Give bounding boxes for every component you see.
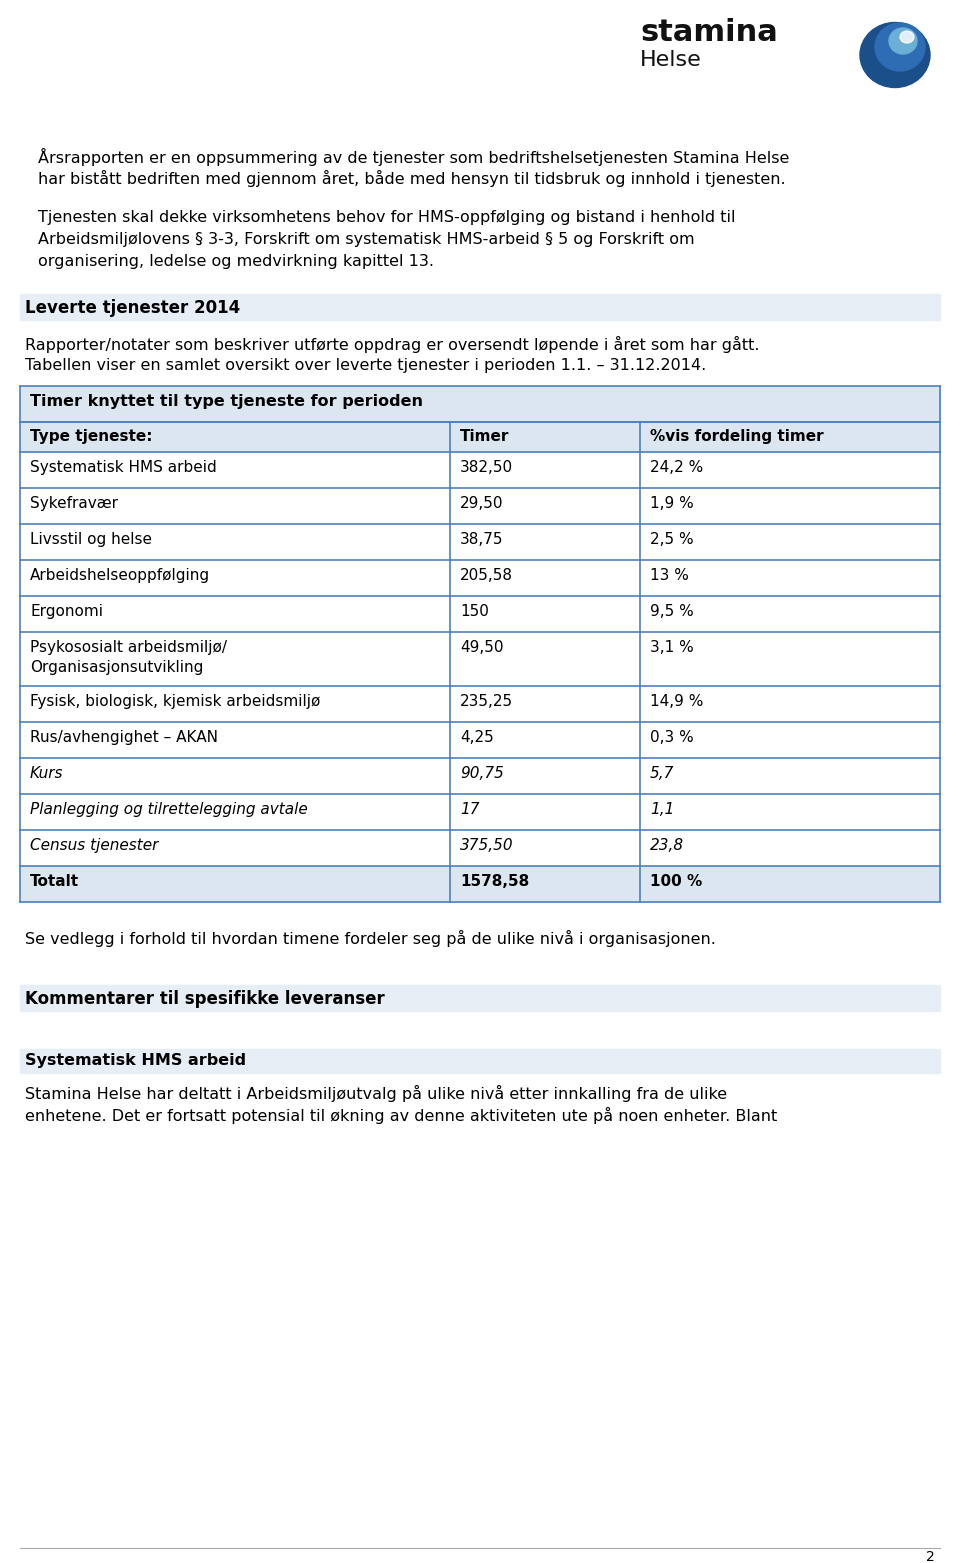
Text: 5,7: 5,7 [650,766,674,782]
Text: 3,1 %: 3,1 % [650,639,694,655]
Text: Kommentarer til spesifikke leveranser: Kommentarer til spesifikke leveranser [25,989,385,1008]
Text: Timer: Timer [460,428,510,444]
Text: Tabellen viser en samlet oversikt over leverte tjenester i perioden 1.1. – 31.12: Tabellen viser en samlet oversikt over l… [25,358,707,374]
Text: 2: 2 [926,1550,935,1563]
Text: 100 %: 100 % [650,874,703,889]
Text: 24,2 %: 24,2 % [650,460,704,475]
Bar [20,386,940,422]
Text: Census tjenester: Census tjenester [30,838,158,853]
Text: Rapporter/notater som beskriver utførte oppdrag er oversendt løpende i året som : Rapporter/notater som beskriver utførte … [25,336,759,353]
Text: 13 %: 13 % [650,567,689,583]
Text: Sykefravær: Sykefravær [30,495,118,511]
Text: 14,9 %: 14,9 % [650,694,704,710]
Text: 4,25: 4,25 [460,730,493,746]
Text: Arbeidshelseoppfølging: Arbeidshelseoppfølging [30,567,210,583]
Text: Systematisk HMS arbeid: Systematisk HMS arbeid [30,460,217,475]
Text: 235,25: 235,25 [460,694,514,710]
Text: Leverte tjenester 2014: Leverte tjenester 2014 [25,299,240,317]
Bar [20,294,940,320]
Text: enhetene. Det er fortsatt potensial til økning av denne aktiviteten ute på noen : enhetene. Det er fortsatt potensial til … [25,1107,778,1124]
Text: 0,3 %: 0,3 % [650,730,694,746]
Text: Ergonomi: Ergonomi [30,603,103,619]
Text: organisering, ledelse og medvirkning kapittel 13.: organisering, ledelse og medvirkning kap… [38,255,434,269]
Text: stamina: stamina [640,19,778,47]
Text: Timer knyttet til type tjeneste for perioden: Timer knyttet til type tjeneste for peri… [30,394,423,410]
Text: 375,50: 375,50 [460,838,514,853]
Text: Kurs: Kurs [30,766,63,782]
Text: 1,9 %: 1,9 % [650,495,694,511]
Text: Årsrapporten er en oppsummering av de tjenester som bedriftshelsetjenesten Stami: Årsrapporten er en oppsummering av de tj… [38,148,789,166]
Text: Tjenesten skal dekke virksomhetens behov for HMS-oppfølging og bistand i henhold: Tjenesten skal dekke virksomhetens behov… [38,209,735,225]
Text: Type tjeneste:: Type tjeneste: [30,428,153,444]
Ellipse shape [889,28,917,55]
Text: 150: 150 [460,603,489,619]
Ellipse shape [900,31,914,44]
Text: 17: 17 [460,802,479,817]
Ellipse shape [875,23,925,70]
Text: 38,75: 38,75 [460,531,503,547]
Text: 23,8: 23,8 [650,838,684,853]
Bar [20,422,940,452]
Text: Livsstil og helse: Livsstil og helse [30,531,152,547]
Text: 90,75: 90,75 [460,766,504,782]
Text: Rus/avhengighet – AKAN: Rus/avhengighet – AKAN [30,730,218,746]
Text: 1,1: 1,1 [650,802,674,817]
Text: 49,50: 49,50 [460,639,503,655]
Text: Planlegging og tilrettelegging avtale: Planlegging og tilrettelegging avtale [30,802,308,817]
Text: Arbeidsmiljølovens § 3-3, Forskrift om systematisk HMS-arbeid § 5 og Forskrift o: Arbeidsmiljølovens § 3-3, Forskrift om s… [38,231,695,247]
Ellipse shape [860,22,930,88]
Text: 2,5 %: 2,5 % [650,531,694,547]
Text: Stamina Helse har deltatt i Arbeidsmiljøutvalg på ulike nivå etter innkalling fr: Stamina Helse har deltatt i Arbeidsmiljø… [25,1085,727,1102]
Text: 9,5 %: 9,5 % [650,603,694,619]
Bar [20,985,940,1011]
Text: Helse: Helse [640,50,702,70]
Text: 382,50: 382,50 [460,460,514,475]
Bar [20,866,940,902]
Text: 1578,58: 1578,58 [460,874,529,889]
Bar [20,1049,940,1074]
Text: Totalt: Totalt [30,874,79,889]
Text: Se vedlegg i forhold til hvordan timene fordeler seg på de ulike nivå i organisa: Se vedlegg i forhold til hvordan timene … [25,930,716,947]
Text: Systematisk HMS arbeid: Systematisk HMS arbeid [25,1053,246,1068]
Text: Fysisk, biologisk, kjemisk arbeidsmiljø: Fysisk, biologisk, kjemisk arbeidsmiljø [30,694,321,710]
Text: har bistått bedriften med gjennom året, både med hensyn til tidsbruk og innhold : har bistått bedriften med gjennom året, … [38,170,785,188]
Text: 205,58: 205,58 [460,567,513,583]
Text: 29,50: 29,50 [460,495,503,511]
Text: Psykososialt arbeidsmiljø/
Organisasjonsutvikling: Psykososialt arbeidsmiljø/ Organisasjons… [30,639,227,675]
Text: %vis fordeling timer: %vis fordeling timer [650,428,824,444]
